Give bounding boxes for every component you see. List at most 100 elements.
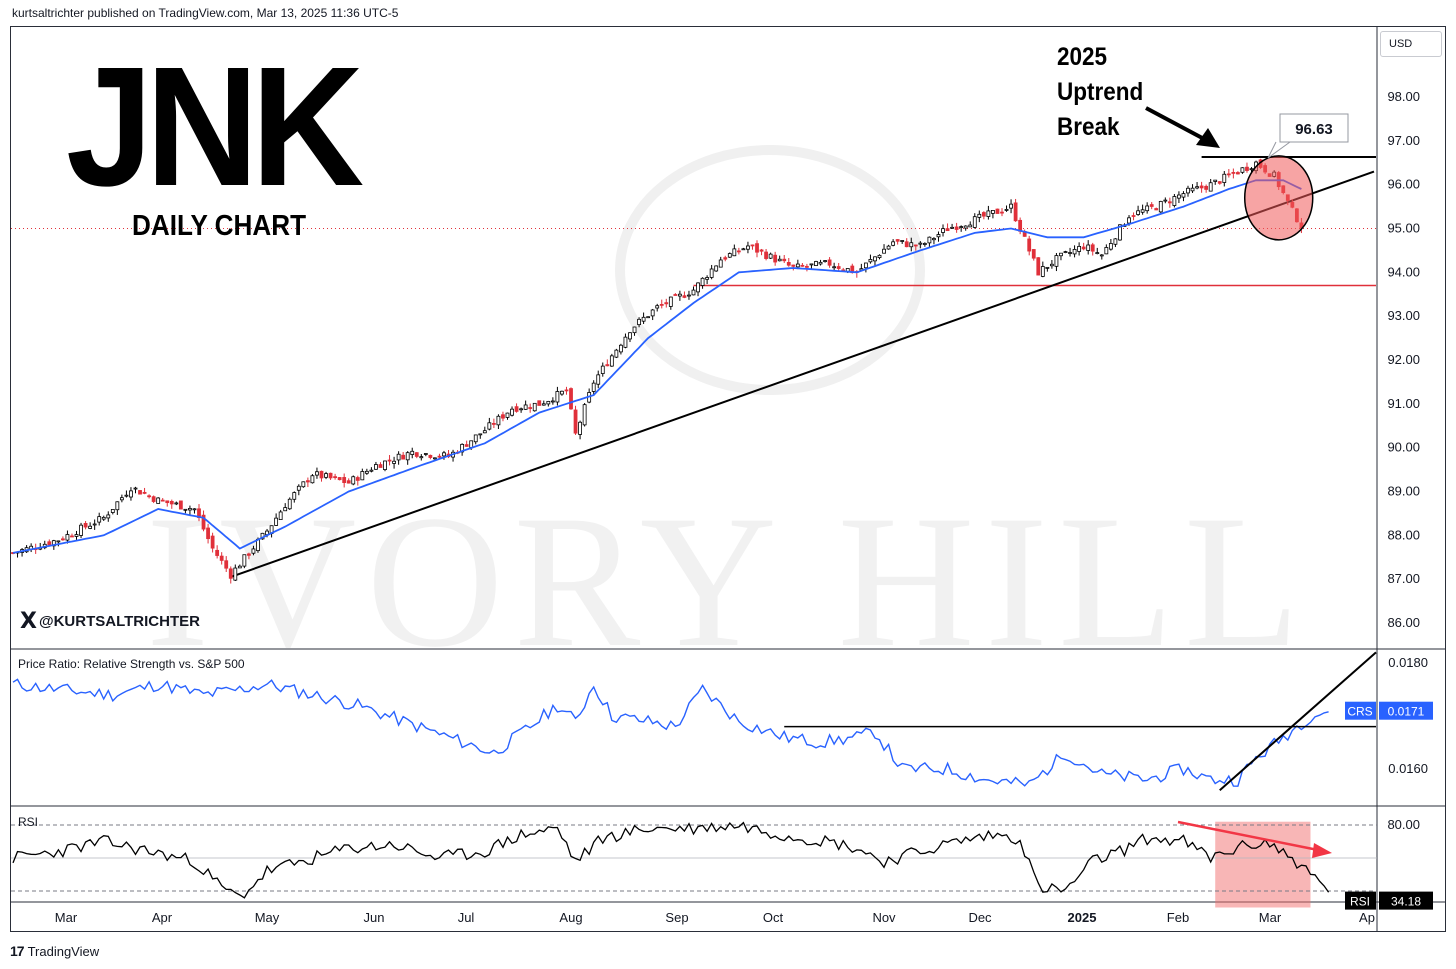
candle-body bbox=[133, 487, 138, 490]
candle-body bbox=[405, 452, 410, 461]
rsi-divergence-arrow-shaft bbox=[1177, 820, 1319, 852]
candle-body bbox=[310, 475, 315, 484]
candle-body bbox=[1000, 211, 1004, 214]
candle-body bbox=[1081, 246, 1086, 250]
time-axis-label: Mar bbox=[55, 910, 78, 925]
candle-body bbox=[1177, 194, 1181, 199]
time-axis-label: Apr bbox=[152, 910, 173, 925]
candle-body bbox=[941, 228, 945, 233]
candle-body bbox=[922, 243, 927, 245]
price-tick-label: 92.00 bbox=[1387, 352, 1420, 367]
rsi-line bbox=[12, 821, 1330, 899]
candle-body bbox=[682, 295, 687, 298]
candle-body bbox=[523, 404, 528, 410]
candle-body bbox=[945, 228, 950, 232]
candle-body bbox=[877, 254, 882, 259]
candle-body bbox=[378, 464, 383, 468]
candle-body bbox=[918, 242, 923, 245]
ratio-trendline bbox=[1219, 651, 1377, 791]
candle-body bbox=[827, 259, 832, 266]
author-handle: X @KURTSALTRICHTER bbox=[20, 609, 200, 634]
candle-body bbox=[292, 492, 297, 500]
tradingview-footer[interactable]: 17 TradingView bbox=[10, 943, 99, 959]
crs-tag-label: CRS bbox=[1347, 705, 1372, 719]
candle-body bbox=[755, 243, 759, 253]
candle-body bbox=[510, 408, 514, 416]
candle-body bbox=[1163, 199, 1168, 202]
candle-body bbox=[79, 524, 83, 536]
chart-frame bbox=[10, 26, 1446, 932]
annotation-line-3: Break bbox=[1057, 113, 1120, 141]
candle-body bbox=[750, 244, 755, 247]
watermark-text: IVORY HILL bbox=[146, 477, 1310, 687]
candle-body bbox=[741, 248, 746, 251]
published-by-line: kurtsaltrichter published on TradingView… bbox=[12, 6, 399, 20]
candle-body bbox=[541, 403, 546, 406]
candle-body bbox=[501, 414, 505, 419]
x-logo-icon: X bbox=[20, 609, 37, 634]
candle-body bbox=[832, 266, 837, 269]
ratio-pane-title: Price Ratio: Relative Strength vs. S&P 5… bbox=[18, 657, 245, 671]
candle-body bbox=[56, 540, 61, 543]
candle-body bbox=[374, 464, 378, 470]
candle-body bbox=[1013, 202, 1018, 222]
candle-body bbox=[800, 264, 805, 267]
candle-body bbox=[324, 473, 328, 478]
candle-body bbox=[623, 336, 628, 348]
candle-body bbox=[65, 534, 70, 541]
ratio-tick-label: 0.0180 bbox=[1388, 655, 1428, 670]
tradingview-logo-icon: 17 bbox=[10, 943, 25, 959]
candle-body bbox=[809, 263, 814, 266]
candle-body bbox=[528, 407, 533, 409]
rsi-tag-value-bg bbox=[1379, 891, 1433, 910]
candle-body bbox=[1213, 179, 1218, 182]
candle-body bbox=[1226, 173, 1231, 176]
candle-body bbox=[224, 560, 229, 569]
crs-tag-label-bg bbox=[1345, 701, 1376, 720]
candle-body bbox=[954, 226, 959, 230]
candle-body bbox=[650, 309, 655, 317]
moving-average-line bbox=[12, 179, 1302, 554]
candle-body bbox=[991, 209, 995, 214]
rsi-tick-label: 80.00 bbox=[1387, 817, 1420, 832]
candle-body bbox=[895, 239, 900, 242]
candle-body bbox=[142, 491, 147, 494]
uptrend-line bbox=[230, 170, 1375, 578]
candle-body bbox=[70, 535, 74, 538]
candle-body bbox=[1063, 251, 1068, 253]
candle-body bbox=[972, 216, 977, 228]
candle-body bbox=[773, 254, 778, 263]
ratio-tick-label: 0.0160 bbox=[1388, 761, 1428, 776]
candle-body bbox=[550, 400, 555, 403]
candle-body bbox=[478, 433, 483, 436]
candle-body bbox=[47, 541, 52, 546]
candle-body bbox=[1090, 244, 1095, 252]
candle-body bbox=[709, 268, 714, 278]
ticker-title: JNK bbox=[66, 32, 364, 222]
candle-body bbox=[909, 242, 914, 248]
candle-body bbox=[1077, 246, 1082, 252]
candle-body bbox=[491, 423, 496, 425]
candle-body bbox=[319, 470, 324, 479]
candle-body bbox=[333, 476, 338, 479]
candle-body bbox=[632, 326, 637, 334]
time-axis-label: Mar bbox=[1259, 910, 1282, 925]
time-axis-label: Ap bbox=[1359, 910, 1375, 925]
price-tick-label: 95.00 bbox=[1387, 221, 1420, 236]
candle-body bbox=[1190, 187, 1195, 192]
candle-body bbox=[700, 277, 705, 286]
candle-body bbox=[950, 226, 954, 229]
candle-body bbox=[1086, 244, 1091, 251]
candle-body bbox=[138, 490, 142, 495]
candle-body bbox=[410, 450, 415, 455]
candle-body bbox=[564, 389, 569, 392]
candle-body bbox=[92, 523, 97, 526]
candle-body bbox=[578, 421, 582, 435]
currency-button[interactable]: USD bbox=[1380, 31, 1442, 57]
price-tick-label: 93.00 bbox=[1387, 308, 1420, 323]
candle-body bbox=[981, 212, 986, 217]
candle-body bbox=[1104, 247, 1109, 255]
uptrend-break-annotation: 2025 Uptrend Break bbox=[1057, 40, 1143, 145]
candle-body bbox=[795, 263, 800, 268]
candle-body bbox=[805, 265, 809, 268]
